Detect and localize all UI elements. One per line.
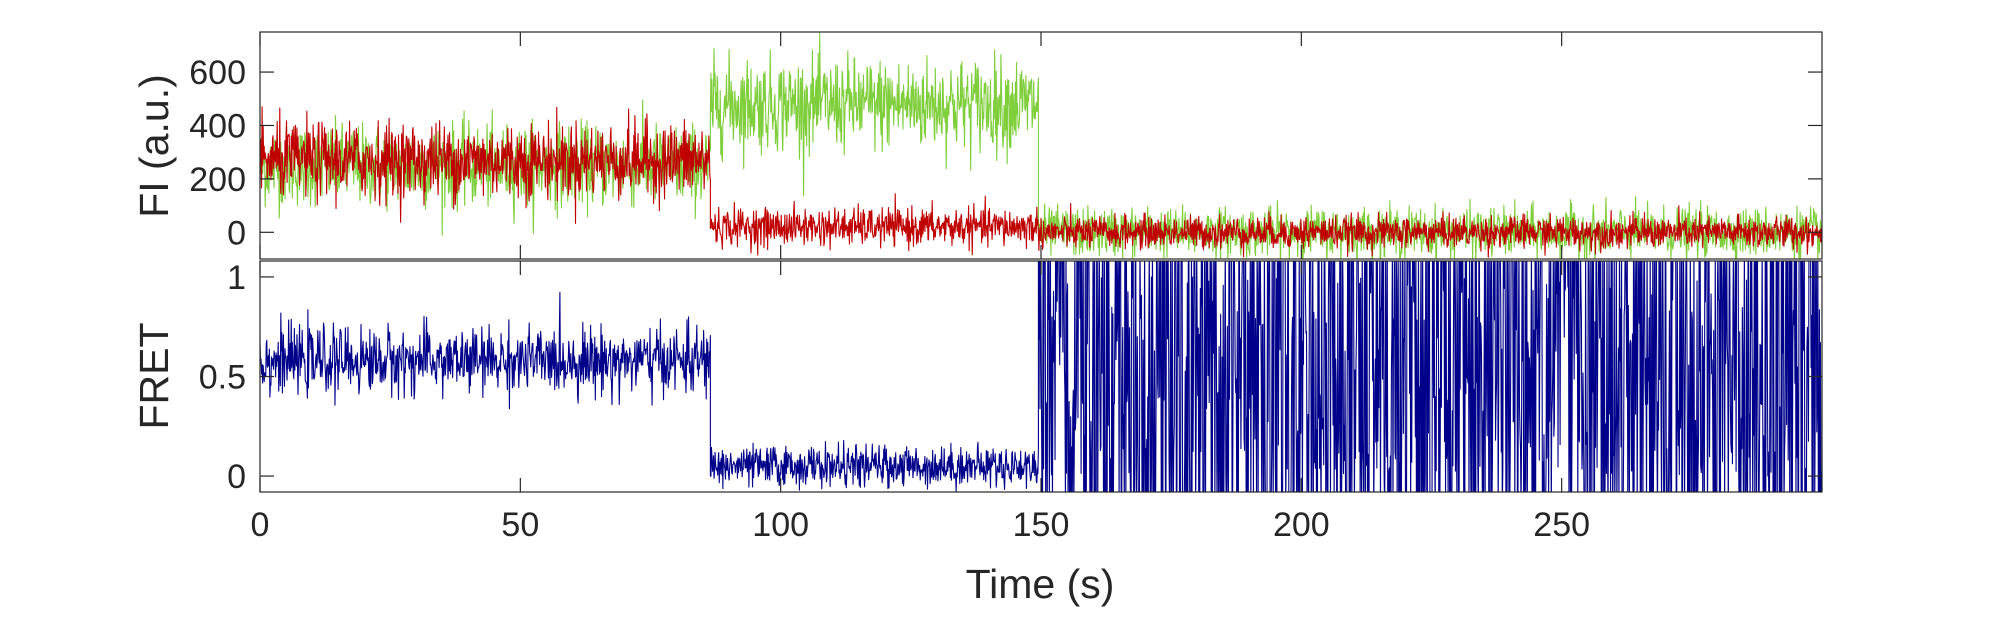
y-tick-label: 400 — [189, 107, 246, 145]
time-x-axis-label: Time (s) — [966, 561, 1115, 607]
x-tick-label: 250 — [1533, 506, 1590, 544]
x-tick-label: 0 — [251, 506, 270, 544]
fluorescence-trace-1 — [260, 106, 1822, 258]
fluorescence-panel: 0 200 400 600 FI (a.u.) — [131, 31, 1823, 260]
y-tick-label: 0 — [227, 214, 246, 252]
x-tick-label: 200 — [1273, 506, 1330, 544]
y-tick-label: 0.5 — [199, 359, 246, 397]
y-tick-label: 200 — [189, 161, 246, 199]
y-tick-label: 1 — [227, 259, 246, 297]
fluorescence-y-axis-label: FI (a.u.) — [131, 74, 177, 218]
y-tick-label: 600 — [189, 54, 246, 92]
fret-trace-0 — [260, 261, 1822, 492]
x-tick-label: 50 — [501, 506, 539, 544]
y-tick-label: 0 — [227, 458, 246, 496]
fret-panel: 0 0.5 1 0 50 100 150 200 250 FRET Time (s) — [131, 259, 1823, 607]
x-tick-label: 100 — [752, 506, 809, 544]
fret-y-axis-label: FRET — [131, 322, 177, 429]
x-tick-label: 150 — [1013, 506, 1070, 544]
